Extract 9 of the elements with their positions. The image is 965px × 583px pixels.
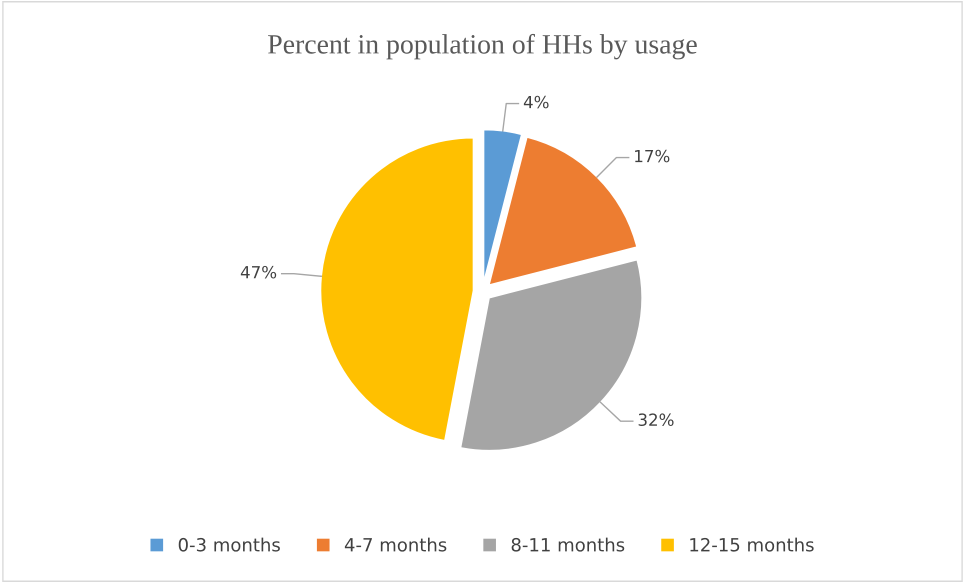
chart-title: Percent in population of HHs by usage	[268, 34, 697, 60]
legend-label: 12-15 months	[690, 538, 814, 552]
data-label: 4%	[524, 96, 549, 108]
data-label: 17%	[635, 150, 670, 162]
legend-label: 4-7 months	[344, 538, 446, 552]
data-label: 32%	[638, 413, 674, 426]
legend-label: 0-3 months	[178, 538, 280, 552]
legend-label: 8-11 months	[512, 538, 624, 552]
data-label: 47%	[240, 266, 276, 279]
